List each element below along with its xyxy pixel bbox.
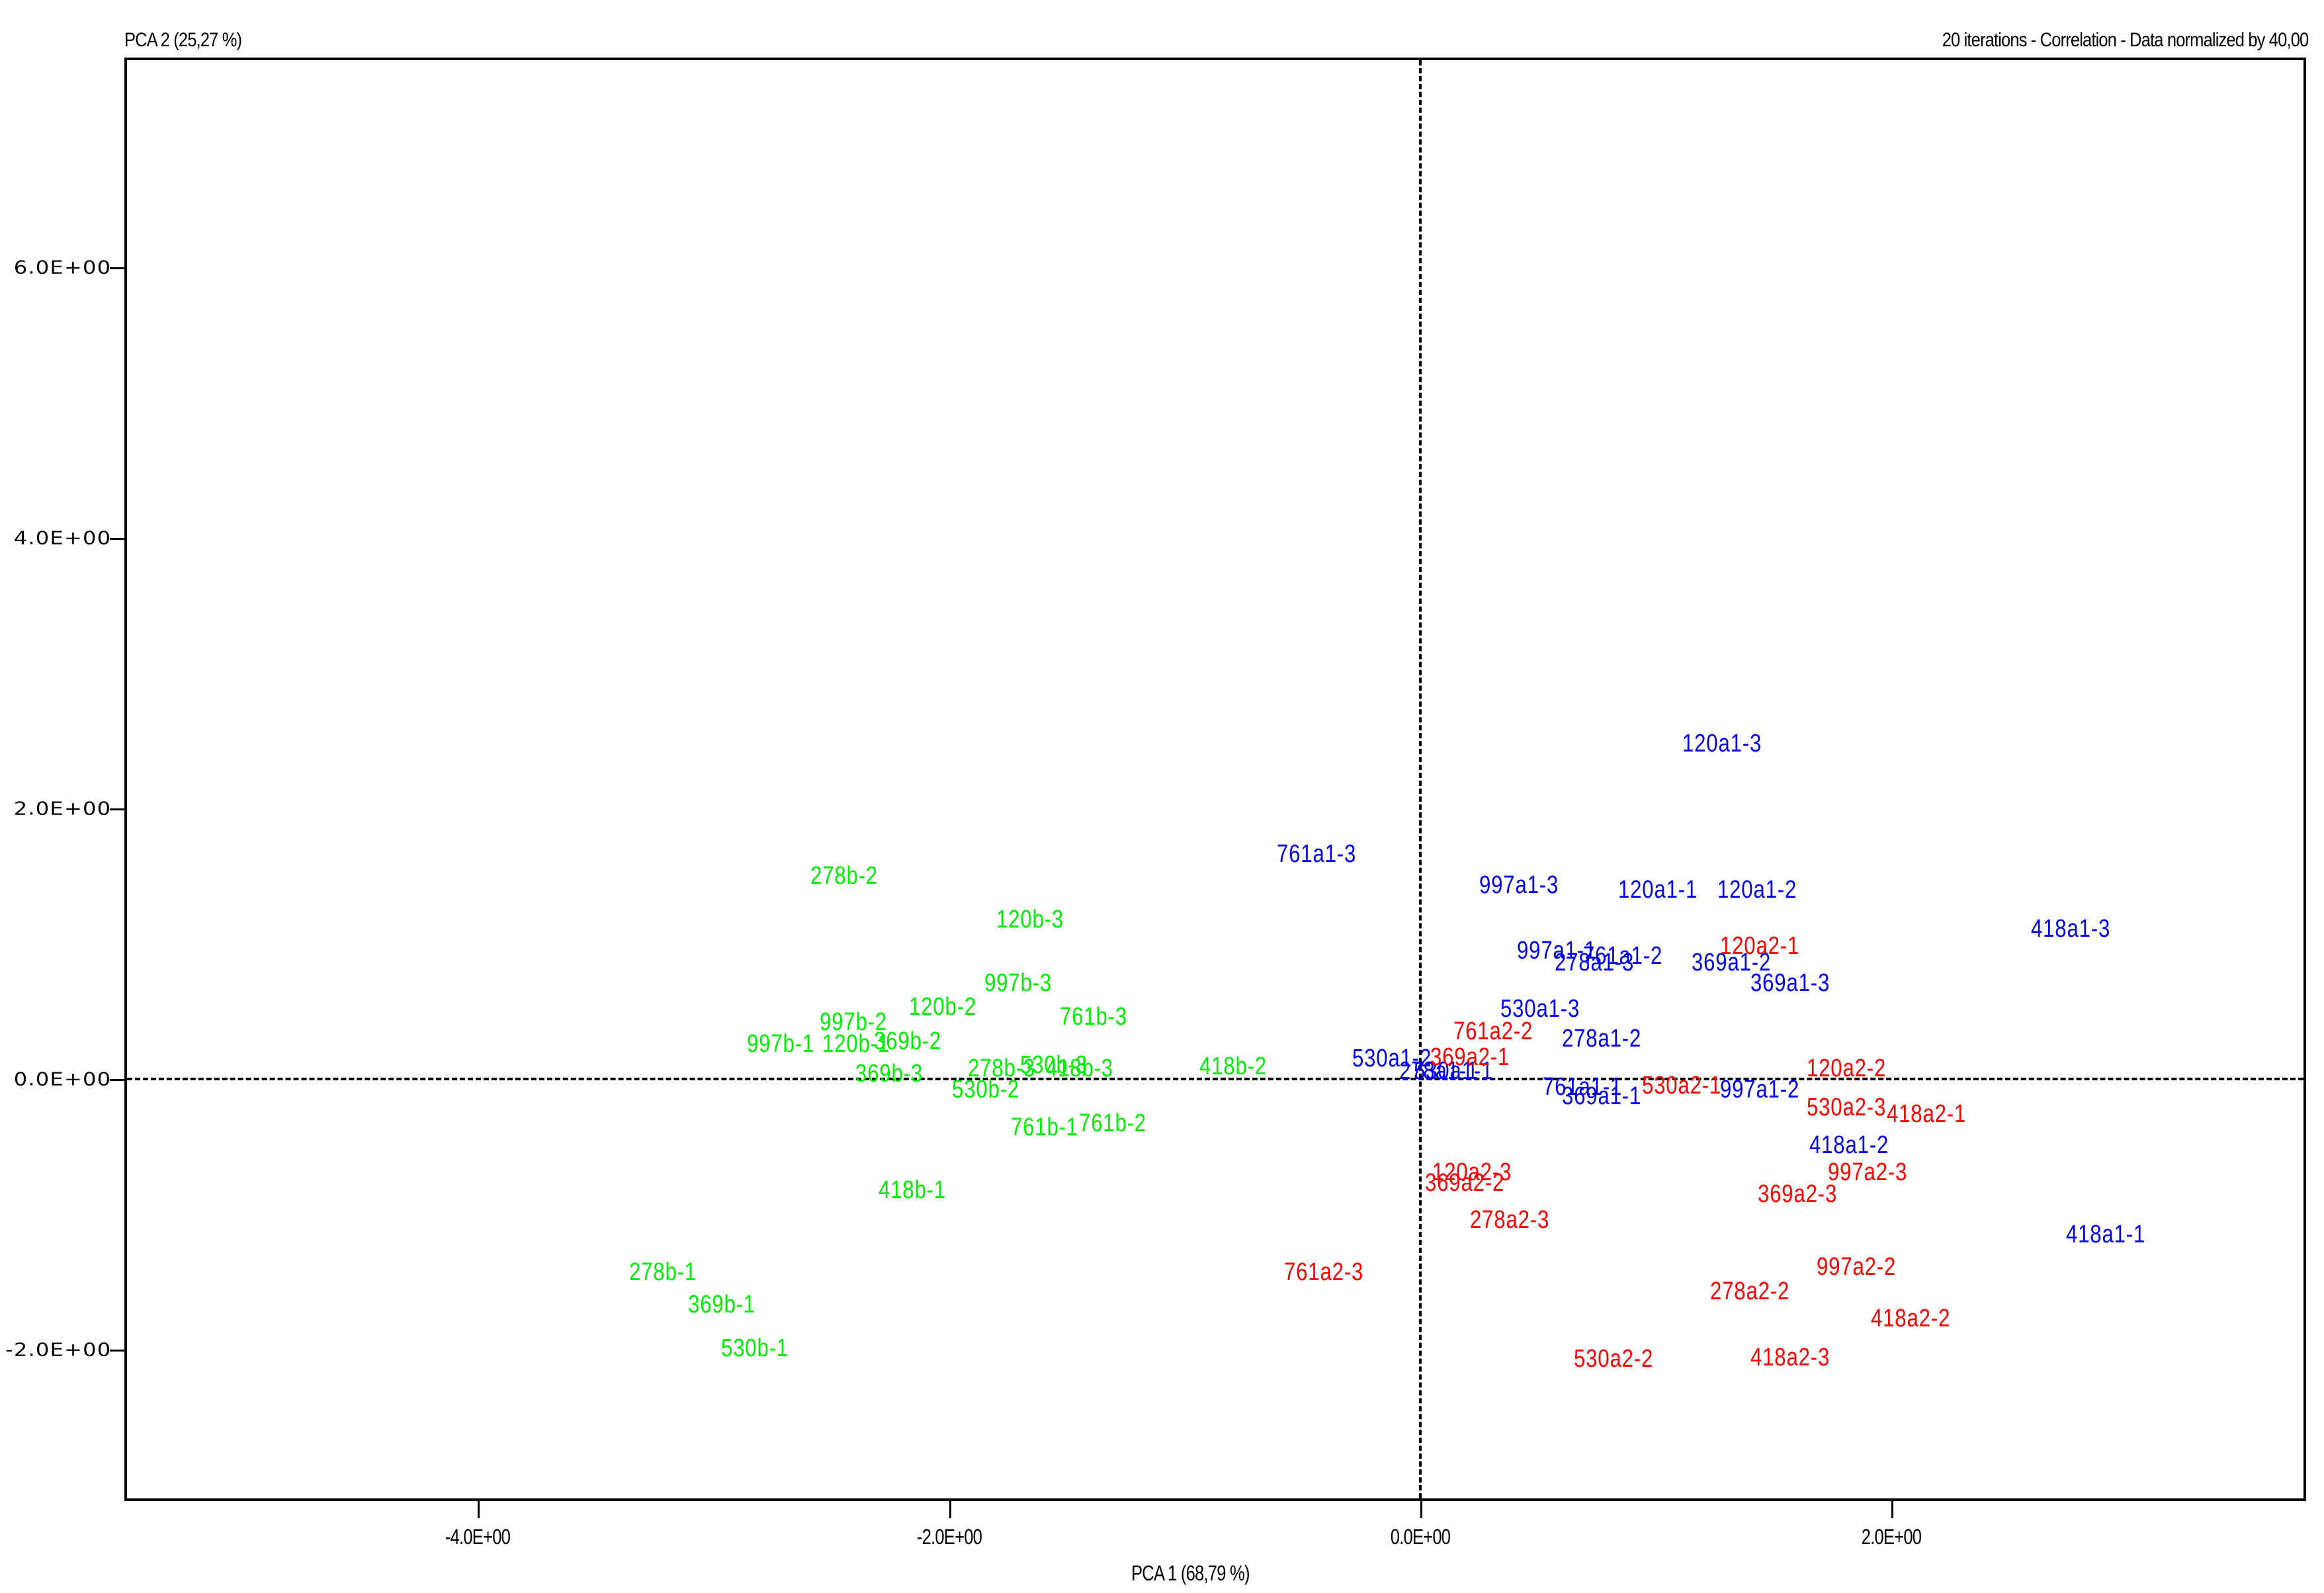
data-point-label: 530b-3	[1019, 1051, 1088, 1080]
data-point-label: 120b-1	[822, 1029, 890, 1058]
y-tick-label: 4.0E+00	[13, 527, 111, 549]
y-tick	[110, 537, 127, 540]
x-tick-label: 2.0E+00	[1861, 1525, 1922, 1549]
data-point-label: 530a2-1	[1642, 1072, 1722, 1100]
y-tick	[110, 808, 127, 810]
y-zero-reference-line	[127, 1077, 2303, 1080]
data-point-label: 120b-2	[909, 993, 977, 1021]
data-point-label: 120a2-2	[1807, 1054, 1887, 1082]
data-point-label: 418b-2	[1199, 1053, 1267, 1081]
data-point-label: 369b-1	[687, 1291, 755, 1319]
data-point-label: 278a2-2	[1710, 1277, 1790, 1305]
y-tick-label: -2.0E+00	[5, 1338, 111, 1361]
data-point-label: 369a1-3	[1750, 969, 1830, 997]
data-point-label: 278b-1	[628, 1258, 697, 1287]
data-point-label: 120a1-2	[1717, 875, 1797, 904]
x-tick-label: -2.0E+00	[916, 1525, 982, 1549]
y-tick-label: 2.0E+00	[13, 797, 111, 820]
data-point-label: 278b-3	[968, 1054, 1036, 1082]
data-point-label: 997a1-3	[1479, 871, 1559, 900]
data-point-label: 418a1-3	[2030, 914, 2110, 943]
x-tick	[949, 1498, 951, 1518]
data-point-label: 530b-1	[720, 1334, 789, 1362]
y-tick	[110, 267, 127, 269]
data-point-label: 418b-3	[1046, 1054, 1113, 1082]
data-point-label: 418a2-3	[1750, 1344, 1830, 1372]
data-point-label: 530a1-2	[1352, 1045, 1432, 1073]
data-point-label: 120a1-1	[1618, 875, 1698, 904]
data-point-label: 997a2-3	[1828, 1158, 1908, 1186]
data-point-label: 997a2-2	[1816, 1253, 1896, 1281]
data-point-label: 418a2-1	[1887, 1100, 1967, 1129]
data-point-label: 418b-1	[879, 1176, 947, 1204]
data-point-label: 761a1-2	[1583, 941, 1663, 970]
plot-area: 278b-2 120b-3 997b-3 120b-2 761b-3 997b-2 997b…	[110, 58, 2306, 1518]
data-point-label: 761a2-3	[1283, 1258, 1363, 1287]
data-point-label: 530a2-3	[1807, 1093, 1887, 1121]
x-tick-label: -4.0E+00	[445, 1525, 511, 1549]
data-point-label: 120b-3	[996, 905, 1064, 933]
data-point-label: 761a1-1	[1543, 1073, 1623, 1101]
data-point-label: 997b-3	[984, 969, 1053, 997]
data-point-label: 761b-3	[1060, 1002, 1128, 1031]
data-point-label: 369a1-2	[1691, 949, 1771, 976]
x-tick	[478, 1498, 480, 1518]
data-point-label: 418a1-2	[1809, 1131, 1889, 1160]
data-point-label: 278a2-3	[1470, 1205, 1550, 1234]
data-point-label: 761a2-2	[1453, 1017, 1533, 1046]
data-point-label: 369a1-1	[1561, 1082, 1642, 1111]
data-point-label: 530a2-2	[1573, 1345, 1653, 1373]
x-tick	[1891, 1498, 1894, 1518]
x-axis-label: PCA 1 (68,79 %)	[1131, 1561, 1250, 1585]
data-point-label: 761b-2	[1078, 1109, 1146, 1138]
x-tick-label: 0.0E+00	[1390, 1525, 1451, 1549]
y-tick-label: 0.0E+00	[13, 1068, 111, 1090]
data-point-label: 369b-3	[855, 1059, 923, 1088]
y-axis-title: PCA 2 (25,27 %)	[124, 29, 242, 51]
data-point-label: 278a1-2	[1561, 1024, 1642, 1053]
data-point-label: 997b-2	[820, 1008, 888, 1036]
data-point-label: 530b-2	[951, 1076, 1019, 1104]
data-point-label: 369a2-3	[1757, 1180, 1837, 1208]
data-point-label: 418a2-2	[1870, 1304, 1950, 1332]
data-point-label: 278a1-3	[1555, 949, 1635, 976]
data-point-label: 369a2-2	[1425, 1169, 1505, 1197]
data-point-label: 120a1-3	[1682, 729, 1762, 757]
data-point-label: 418a1-1	[2066, 1221, 2146, 1249]
data-point-label: 278a1-1	[1399, 1056, 1479, 1085]
data-point-label: 120a2-1	[1719, 932, 1799, 961]
y-tick-label: 6.0E+00	[13, 256, 111, 279]
data-point-label: 369b-2	[874, 1027, 941, 1055]
data-point-label: 761b-1	[1010, 1113, 1078, 1142]
data-point-label: 369a2-1	[1430, 1043, 1510, 1072]
y-tick	[110, 1078, 127, 1081]
data-point-label: 530a1-1	[1413, 1056, 1493, 1085]
x-tick	[1420, 1498, 1422, 1518]
data-point-label: 997a1-1	[1517, 936, 1597, 965]
data-point-label: 530a1-3	[1500, 994, 1580, 1023]
x-zero-reference-line	[1418, 60, 1422, 1498]
data-point-label: 120a2-3	[1432, 1158, 1512, 1186]
data-point-label: 761a1-3	[1277, 840, 1357, 869]
y-tick	[110, 1349, 127, 1352]
data-point-label: 997a1-2	[1719, 1076, 1799, 1104]
chart-subtitle: 20 iterations - Correlation - Data norma…	[1942, 29, 2309, 51]
data-point-label: 997b-1	[746, 1029, 814, 1058]
data-point-label: 278b-2	[810, 862, 878, 890]
